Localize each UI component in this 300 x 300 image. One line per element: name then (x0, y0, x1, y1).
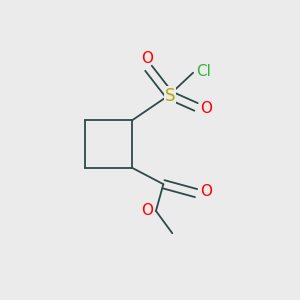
Text: Cl: Cl (196, 64, 211, 79)
Text: O: O (141, 51, 153, 66)
Text: O: O (141, 203, 153, 218)
Text: O: O (200, 184, 211, 199)
Text: S: S (165, 87, 175, 105)
Text: O: O (200, 101, 211, 116)
